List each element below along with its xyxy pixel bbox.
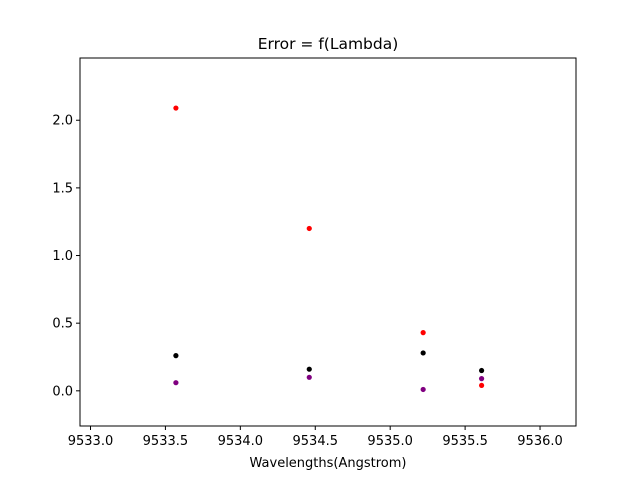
y-tick-label: 2.0 — [52, 114, 73, 129]
chart-title: Error = f(Lambda) — [258, 35, 399, 53]
y-tick-label: 1.5 — [52, 181, 73, 196]
data-point-series-2 — [173, 353, 179, 359]
x-tick-label: 9533.0 — [68, 434, 114, 449]
data-point-series-2 — [306, 366, 312, 372]
x-tick-label: 9534.5 — [293, 434, 339, 449]
data-point-series-2 — [420, 350, 426, 356]
data-point-series-3 — [420, 386, 426, 393]
data-point-series-3 — [173, 380, 179, 386]
x-tick-label: 9535.0 — [367, 434, 413, 449]
data-point-series-1 — [478, 382, 485, 389]
y-tick-label: 0.0 — [52, 384, 73, 399]
data-point-series-3 — [306, 374, 312, 380]
data-point-series-1 — [173, 105, 179, 111]
plot-area: 9533.0 9533.5 9534.0 9534.5 9535.0 9535.5 9536… — [52, 57, 577, 449]
y-tick-label: 0.5 — [52, 317, 73, 332]
data-point-series-3 — [478, 376, 485, 382]
axes-frame — [79, 57, 577, 427]
x-tick-label: 9535.5 — [442, 434, 488, 449]
data-point-series-2 — [478, 367, 485, 374]
x-tick-label: 9536.0 — [517, 434, 563, 449]
x-tick-label: 9534.0 — [218, 434, 264, 449]
data-point-series-1 — [306, 225, 312, 232]
x-axis-label: Wavelengths(Angstrom) — [250, 456, 407, 471]
y-tick-label: 1.0 — [52, 249, 73, 264]
x-tick-label: 9533.5 — [143, 434, 189, 449]
data-point-series-1 — [420, 330, 426, 336]
